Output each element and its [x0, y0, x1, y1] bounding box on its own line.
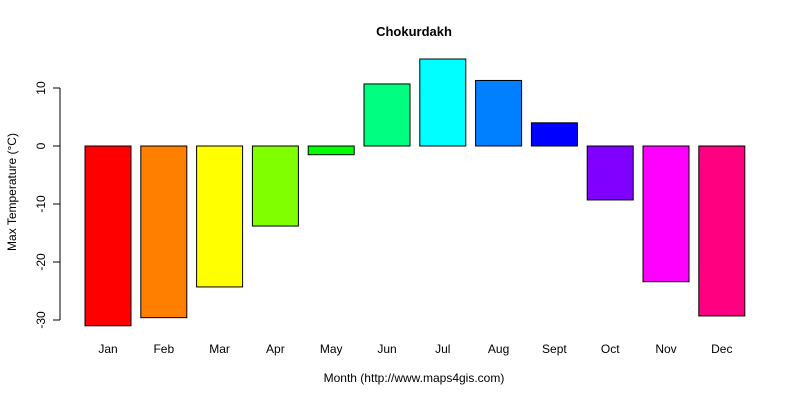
y-tick-label: 10	[34, 81, 48, 95]
bar-sept	[530, 122, 578, 147]
bar-feb	[140, 145, 188, 319]
x-tick-label: Sept	[542, 342, 567, 356]
bar-nov	[642, 145, 690, 283]
bars	[84, 58, 746, 327]
x-tick-label: Jan	[98, 342, 117, 356]
x-tick-label: Nov	[655, 342, 676, 356]
y-tick-label: -10	[34, 195, 48, 213]
y-tick-label: 0	[34, 142, 48, 149]
y-axis: -30 -20 -10 0 10	[34, 81, 61, 329]
y-axis-title: Max Temperature (°C)	[5, 133, 19, 251]
x-axis-labels: Jan Feb Mar Apr May Jun Jul Aug Sept Oct Nov Dec	[98, 342, 732, 356]
y-tick-label: -20	[34, 253, 48, 271]
chart-title: Chokurdakh	[376, 24, 452, 39]
bar-aug	[475, 79, 523, 147]
x-tick-label: Feb	[153, 342, 174, 356]
x-tick-label: Mar	[209, 342, 230, 356]
x-tick-label: Aug	[488, 342, 509, 356]
x-tick-label: Dec	[711, 342, 732, 356]
x-tick-label: Apr	[266, 342, 285, 356]
bar-jun	[363, 83, 411, 147]
bar-jul	[419, 58, 467, 147]
bar-dec	[698, 145, 746, 317]
bar-may	[307, 145, 355, 156]
x-tick-label: May	[320, 342, 343, 356]
x-axis-title: Month (http://www.maps4gis.com)	[324, 371, 505, 385]
x-tick-label: Jul	[435, 342, 450, 356]
x-tick-label: Jun	[377, 342, 396, 356]
bar-jan	[84, 145, 132, 327]
y-tick-label: -30	[34, 311, 48, 329]
x-tick-label: Oct	[601, 342, 620, 356]
bar-mar	[196, 145, 244, 288]
bar-apr	[251, 145, 299, 227]
bar-oct	[586, 145, 634, 201]
